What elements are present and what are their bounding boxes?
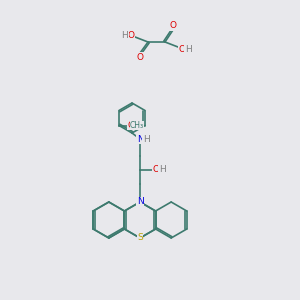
Text: H: H bbox=[142, 134, 149, 143]
Text: S: S bbox=[137, 233, 143, 242]
Text: O: O bbox=[152, 166, 160, 175]
Text: CH₃: CH₃ bbox=[130, 121, 144, 130]
Text: O: O bbox=[136, 52, 143, 62]
Text: O: O bbox=[128, 31, 134, 40]
Text: H: H bbox=[184, 44, 191, 53]
Text: O: O bbox=[178, 44, 185, 53]
Text: H: H bbox=[159, 166, 165, 175]
Text: N: N bbox=[136, 197, 143, 206]
Text: O: O bbox=[128, 121, 134, 130]
Text: N: N bbox=[136, 134, 143, 143]
Text: O: O bbox=[169, 22, 176, 31]
Text: H: H bbox=[122, 31, 128, 40]
